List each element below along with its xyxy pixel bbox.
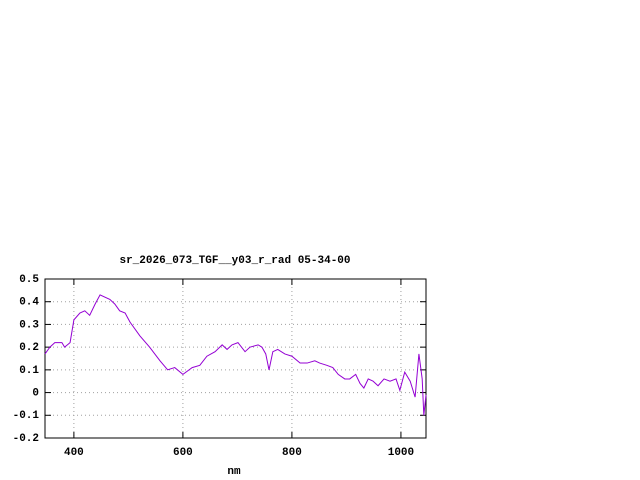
y-tick-label: -0.1 <box>13 410 40 422</box>
x-tick-label: 600 <box>173 447 193 459</box>
x-axis-label: nm <box>227 466 241 478</box>
y-tick-label: -0.2 <box>13 433 39 445</box>
y-tick-label: 0.5 <box>19 274 39 286</box>
x-tick-label: 1000 <box>388 447 414 459</box>
chart-title: sr_2026_073_TGF__y03_r_rad 05-34-00 <box>119 255 350 267</box>
y-tick-label: 0 <box>32 387 39 399</box>
y-tick-label: 0.3 <box>19 319 39 331</box>
y-tick-label: 0.2 <box>19 342 39 354</box>
x-tick-label: 800 <box>282 447 302 459</box>
y-tick-label: 0.1 <box>19 365 39 377</box>
y-tick-label: 0.4 <box>19 297 39 309</box>
plot-border <box>44 278 427 439</box>
data-line <box>44 294 427 416</box>
x-tick-label: 400 <box>64 447 84 459</box>
